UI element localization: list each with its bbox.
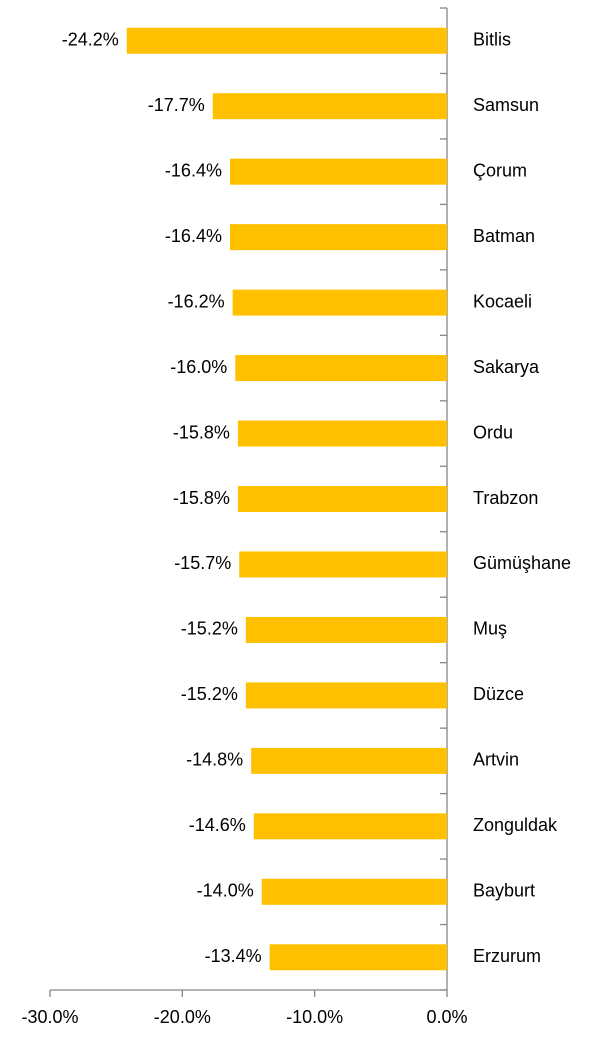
category-label: Ordu bbox=[473, 422, 513, 442]
bar bbox=[245, 616, 447, 643]
value-label: -15.2% bbox=[181, 684, 238, 704]
category-label: Erzurum bbox=[473, 946, 541, 966]
category-label: Artvin bbox=[473, 750, 519, 770]
value-label: -15.2% bbox=[181, 619, 238, 639]
bar bbox=[229, 158, 447, 185]
category-label: Çorum bbox=[473, 160, 527, 180]
value-label: -24.2% bbox=[62, 29, 119, 49]
bar bbox=[253, 813, 447, 840]
category-label: Kocaeli bbox=[473, 291, 532, 311]
bar bbox=[239, 551, 447, 578]
value-label: -15.8% bbox=[173, 488, 230, 508]
category-label: Zonguldak bbox=[473, 815, 558, 835]
category-label: Trabzon bbox=[473, 488, 538, 508]
category-label: Muş bbox=[473, 619, 507, 639]
value-label: -13.4% bbox=[205, 946, 262, 966]
category-label: Batman bbox=[473, 226, 535, 246]
value-label: -15.8% bbox=[173, 422, 230, 442]
category-label: Sakarya bbox=[473, 357, 540, 377]
category-label: Bitlis bbox=[473, 29, 511, 49]
x-tick-label: -30.0% bbox=[21, 1007, 78, 1027]
value-label: -14.8% bbox=[186, 750, 243, 770]
category-label: Gümüşhane bbox=[473, 553, 571, 573]
value-label: -16.2% bbox=[168, 291, 225, 311]
category-label: Samsun bbox=[473, 95, 539, 115]
bar bbox=[229, 224, 447, 251]
bar bbox=[269, 944, 447, 971]
bar bbox=[245, 682, 447, 709]
x-tick-label: 0.0% bbox=[426, 1007, 467, 1027]
value-label: -16.4% bbox=[165, 160, 222, 180]
value-label: -15.7% bbox=[174, 553, 231, 573]
value-label: -17.7% bbox=[148, 95, 205, 115]
bar bbox=[235, 355, 447, 382]
bar bbox=[251, 747, 447, 774]
value-label: -14.0% bbox=[197, 881, 254, 901]
value-label: -16.0% bbox=[170, 357, 227, 377]
category-label: Bayburt bbox=[473, 881, 535, 901]
x-tick-label: -20.0% bbox=[154, 1007, 211, 1027]
bar bbox=[237, 486, 447, 512]
category-label: Düzce bbox=[473, 684, 524, 704]
bar bbox=[237, 420, 447, 447]
bar bbox=[261, 878, 447, 905]
value-label: -16.4% bbox=[165, 226, 222, 246]
bar bbox=[212, 93, 447, 120]
bar bbox=[232, 289, 447, 316]
bar bbox=[126, 27, 448, 54]
x-tick-label: -10.0% bbox=[286, 1007, 343, 1027]
value-label: -14.6% bbox=[189, 815, 246, 835]
